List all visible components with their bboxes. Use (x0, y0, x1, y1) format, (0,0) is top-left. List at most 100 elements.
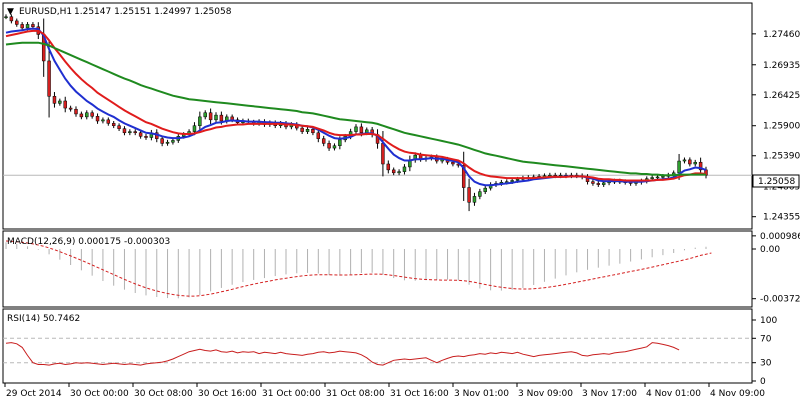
time-axis-label: 30 Oct 00:00 (70, 389, 129, 399)
candle-body (338, 139, 342, 146)
time-axis-label: 3 Nov 17:00 (582, 389, 637, 399)
candle (4, 14, 8, 20)
candle (47, 39, 51, 118)
candle (391, 167, 396, 176)
candle (138, 130, 143, 139)
candle (68, 105, 73, 112)
candle (472, 192, 477, 206)
candle (74, 106, 78, 117)
candle-body (661, 176, 665, 178)
candle (467, 178, 471, 212)
candle (478, 188, 482, 200)
candle-body (111, 123, 116, 126)
candle-body (160, 138, 164, 144)
candle (332, 143, 337, 151)
candle (386, 160, 391, 174)
candle-body (596, 183, 601, 185)
candle-body (198, 116, 202, 126)
axis-labels: 1.27460 1.26935 1.26425 1.25900 1.25390 1.248… (4, 30, 800, 399)
candle (63, 96, 67, 113)
candle (111, 121, 116, 129)
current-price-tag (752, 174, 800, 188)
time-axis-label: 31 Oct 08:00 (326, 389, 385, 399)
candle-body (321, 138, 326, 144)
candle (300, 125, 304, 134)
candle (397, 169, 401, 176)
price-axis-label: 1.26935 (763, 61, 800, 71)
candle-body (381, 143, 385, 165)
candle-body (472, 196, 477, 203)
rsi-axis-label: 0 (760, 377, 766, 387)
candle (327, 140, 331, 151)
rsi-marks (3, 337, 752, 366)
candle-body (68, 107, 73, 110)
candle-body (515, 179, 520, 181)
candle (316, 129, 321, 143)
candle-body (510, 180, 514, 182)
candle-body (650, 177, 654, 179)
time-axis-label: 4 Nov 09:00 (710, 389, 765, 399)
candle-body (106, 119, 111, 124)
candle-body (391, 169, 396, 174)
candle-body (305, 128, 310, 132)
candle (682, 157, 687, 164)
candle-body (397, 171, 401, 174)
candle-body (208, 112, 213, 121)
candle-body (74, 108, 78, 115)
candle-body (698, 161, 703, 171)
candle (52, 92, 57, 108)
candle (85, 110, 89, 120)
chart-menu-toggle-icon[interactable]: ▼ (7, 7, 14, 17)
time-axis-label: 29 Oct 2014 (6, 389, 62, 399)
candle (354, 124, 358, 135)
candle-body (402, 166, 407, 172)
candle (483, 185, 487, 195)
macd-panel-frame (2, 230, 753, 308)
candle-body (122, 128, 127, 134)
ma-mid-line (5, 29, 707, 182)
candle-body (359, 126, 364, 134)
candle (144, 133, 148, 140)
candle (214, 112, 218, 123)
candle-body (128, 131, 132, 134)
candle-body (15, 20, 19, 25)
candle-body (58, 100, 62, 104)
candle-body (327, 143, 331, 149)
candle (402, 164, 407, 175)
candle (122, 126, 127, 136)
candle-body (483, 187, 487, 192)
candle-body (316, 132, 321, 139)
candle-body (478, 191, 482, 197)
candle (79, 111, 84, 120)
candle-body (133, 131, 137, 134)
symbol-label: EURUSD,H1 (19, 7, 72, 17)
candle-body (117, 125, 121, 129)
candle (203, 110, 207, 120)
price-axis-label: 1.27460 (763, 30, 800, 40)
candle-body (214, 114, 218, 121)
candle (165, 139, 170, 146)
candle-body (219, 114, 224, 122)
candle-body (203, 112, 207, 118)
price-axis-label: 1.25900 (763, 122, 800, 132)
rsi-axis-label: 100 (760, 316, 777, 326)
time-axis-label: 31 Oct 00:00 (262, 389, 321, 399)
candle-body (688, 159, 692, 165)
candle (160, 135, 164, 147)
candle-body (63, 100, 67, 109)
candle-body (467, 187, 471, 203)
moving-average-lines (5, 27, 707, 187)
candle (198, 111, 202, 132)
candle-body (165, 141, 170, 144)
candle-body (171, 140, 175, 143)
candle-body (682, 159, 687, 162)
candle (591, 179, 595, 186)
candle-body (9, 16, 14, 22)
candle (208, 108, 213, 125)
candle-body (144, 136, 148, 138)
time-axis-label: 4 Nov 01:00 (646, 389, 701, 399)
ohlc-readout: 1.25147 1.25151 1.24997 1.25058 (74, 7, 232, 17)
macd-axis-label: 0.000986 (760, 232, 800, 242)
